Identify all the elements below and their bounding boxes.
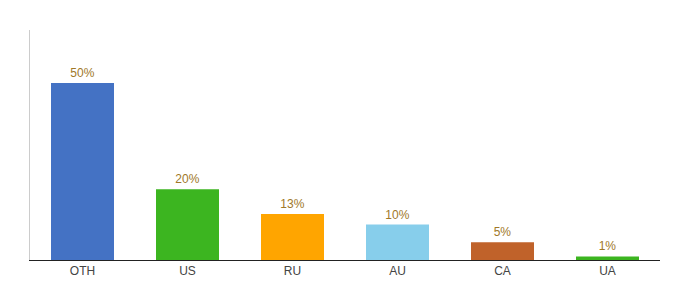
svg-text:5%: 5% — [494, 225, 512, 239]
svg-text:AU: AU — [389, 264, 406, 278]
svg-text:US: US — [179, 264, 196, 278]
svg-text:UA: UA — [599, 264, 616, 278]
svg-text:OTH: OTH — [70, 264, 95, 278]
svg-text:50%: 50% — [70, 66, 94, 80]
svg-text:13%: 13% — [280, 197, 304, 211]
svg-text:10%: 10% — [385, 208, 409, 222]
svg-text:20%: 20% — [175, 172, 199, 186]
svg-text:CA: CA — [494, 264, 511, 278]
svg-text:RU: RU — [284, 264, 301, 278]
svg-text:1%: 1% — [599, 239, 617, 253]
